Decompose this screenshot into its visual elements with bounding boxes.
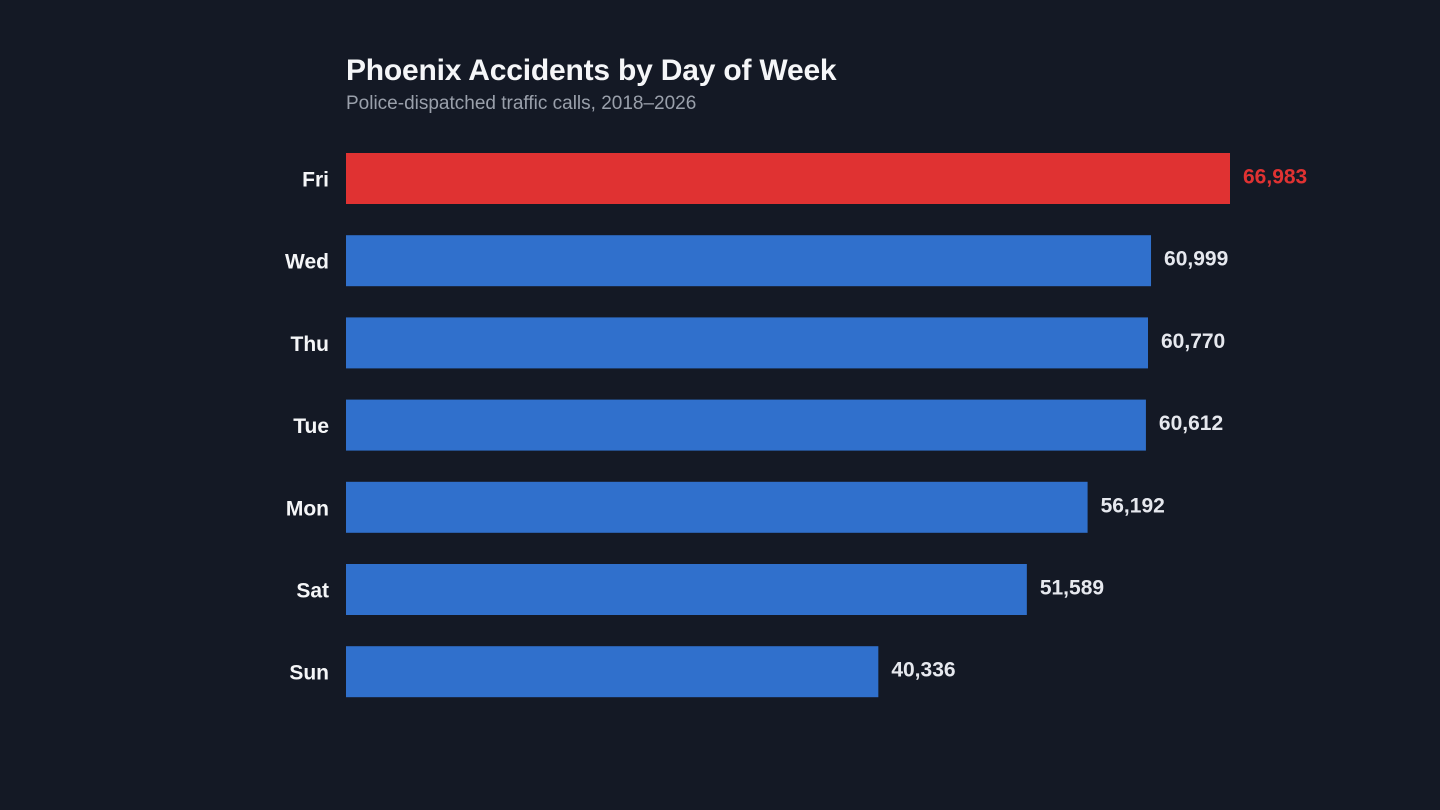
category-label-fri: Fri [302, 169, 329, 192]
bar-thu [346, 317, 1149, 369]
value-label-sat: 51,589 [1040, 577, 1104, 600]
chart-subtitle: Police-dispatched traffic calls, 2018–20… [346, 93, 697, 114]
bar-mon [346, 481, 1088, 533]
value-label-tue: 60,612 [1159, 412, 1223, 435]
value-label-sun: 40,336 [891, 659, 955, 682]
category-label-sun: Sun [289, 662, 329, 685]
bar-tue [346, 399, 1146, 451]
category-label-mon: Mon [286, 497, 329, 520]
value-label-fri: 66,983 [1243, 166, 1307, 189]
value-label-mon: 56,192 [1101, 494, 1165, 517]
value-label-wed: 60,999 [1164, 248, 1228, 271]
category-label-sat: Sat [296, 580, 329, 603]
bar-sat [346, 564, 1027, 615]
category-label-wed: Wed [285, 251, 329, 274]
bar-fri [346, 153, 1230, 204]
category-label-thu: Thu [291, 333, 329, 356]
value-label-thu: 60,770 [1161, 330, 1225, 353]
bar-sun [346, 646, 879, 698]
category-label-tue: Tue [293, 415, 329, 438]
chart-title: Phoenix Accidents by Day of Week [346, 54, 837, 87]
bar-wed [346, 235, 1152, 287]
